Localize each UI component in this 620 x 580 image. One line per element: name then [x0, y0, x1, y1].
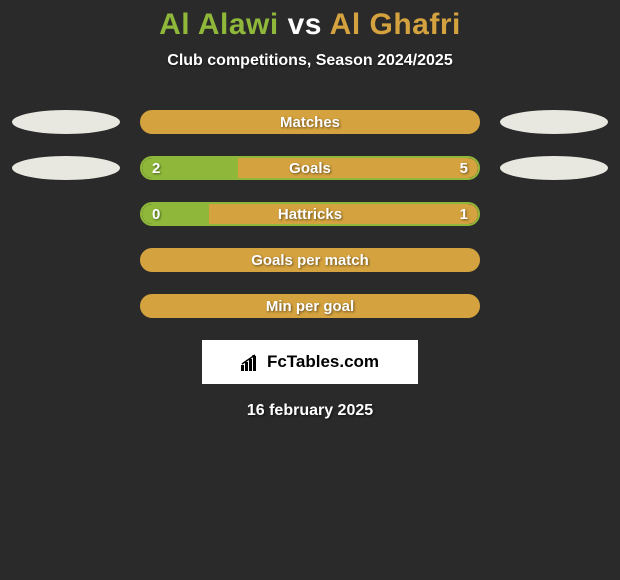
stat-bar: Min per goal [140, 294, 480, 318]
left-ellipse [12, 110, 120, 134]
right-ellipse [500, 156, 608, 180]
date-text: 16 february 2025 [0, 402, 620, 420]
logo-text: FcTables.com [267, 352, 379, 372]
stat-row: Matches [0, 110, 620, 134]
comparison-infographic: Al Alawi vs Al Ghafri Club competitions,… [0, 0, 620, 420]
vs-text: vs [288, 8, 322, 41]
bar-label: Goals per match [142, 252, 478, 269]
stat-row: Min per goal [0, 294, 620, 318]
left-ellipse [12, 156, 120, 180]
bar-label: Hattricks [142, 206, 478, 223]
logo-box: FcTables.com [202, 340, 418, 384]
player1-name: Al Alawi [159, 8, 279, 41]
player2-name: Al Ghafri [330, 8, 461, 41]
stat-bar: Matches [140, 110, 480, 134]
bar-label: Goals [142, 160, 478, 177]
subtitle: Club competitions, Season 2024/2025 [0, 52, 620, 70]
logo: FcTables.com [241, 352, 379, 372]
page-title: Al Alawi vs Al Ghafri [0, 8, 620, 42]
bars-icon [241, 353, 263, 371]
right-ellipse [500, 110, 608, 134]
bar-label: Min per goal [142, 298, 478, 315]
stat-bar: 01Hattricks [140, 202, 480, 226]
stat-row: 25Goals [0, 156, 620, 180]
stat-row: Goals per match [0, 248, 620, 272]
stat-bar: 25Goals [140, 156, 480, 180]
stat-row: 01Hattricks [0, 202, 620, 226]
bar-label: Matches [142, 114, 478, 131]
stat-bar: Goals per match [140, 248, 480, 272]
chart-area: Matches 25Goals 01Hattricks Goals per match… [0, 110, 620, 318]
